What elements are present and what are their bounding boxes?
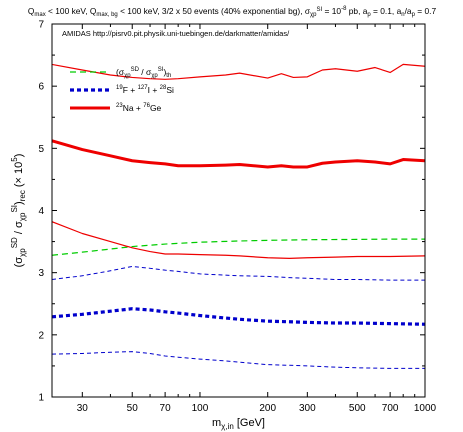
x-tick-label-6: 500 [349, 403, 366, 414]
y-tick-label-1: 2 [38, 330, 44, 341]
y-axis-label: (σχpSD / σχpSI)rec (× 105) [10, 154, 27, 268]
y-tick-label-0: 1 [38, 393, 44, 404]
series-line-1 [52, 307, 425, 326]
y-tick-label-5: 6 [38, 82, 44, 93]
y-tick-label-4: 5 [38, 144, 44, 155]
x-tick-label-4: 200 [259, 403, 276, 414]
x-tick-label-1: 50 [127, 403, 139, 414]
x-tick-label-3: 100 [192, 403, 209, 414]
y-tick-label-3: 4 [38, 206, 44, 217]
amidas-annotation: AMIDAS http://pisrv0.pit.physik.uni-tueb… [62, 29, 290, 38]
x-tick-label-8: 1000 [414, 403, 437, 414]
series-line-3 [52, 351, 425, 369]
chart-title: Qmax < 100 keV, Qmax, bg < 100 keV, 3/2 … [28, 6, 437, 18]
x-axis-label: mχ,in [GeV] [212, 417, 265, 431]
series-line-6 [52, 221, 425, 259]
series-line-5 [52, 63, 425, 80]
plot-area: 30 50 70 100 200 300 500 700 1000 1 2 3 4 5 6 7 [38, 20, 436, 415]
y-tick-label-6: 7 [38, 20, 44, 31]
legend-label-fis: 19F + 127I + 28Si [116, 85, 174, 95]
legend: (σχpSD / σχpSI)th 19F + 127I + 28Si 23Na… [70, 67, 174, 113]
legend-label-theory: (σχpSD / σχpSI)th [116, 67, 171, 79]
series-line-2 [52, 265, 425, 281]
x-tick-label-5: 300 [299, 403, 316, 414]
x-tick-label-0: 30 [77, 403, 89, 414]
series-line-0 [52, 238, 425, 256]
ticks-layer: 30 50 70 100 200 300 500 700 1000 1 2 3 4 5 6 7 [38, 20, 436, 415]
legend-label-nage: 23Na + 76Ge [116, 103, 162, 113]
series-layer [52, 63, 425, 369]
x-tick-label-7: 700 [382, 403, 399, 414]
plot-frame [51, 23, 426, 398]
y-tick-label-2: 3 [38, 268, 44, 279]
series-line-4 [52, 139, 425, 169]
x-tick-label-2: 70 [160, 403, 172, 414]
